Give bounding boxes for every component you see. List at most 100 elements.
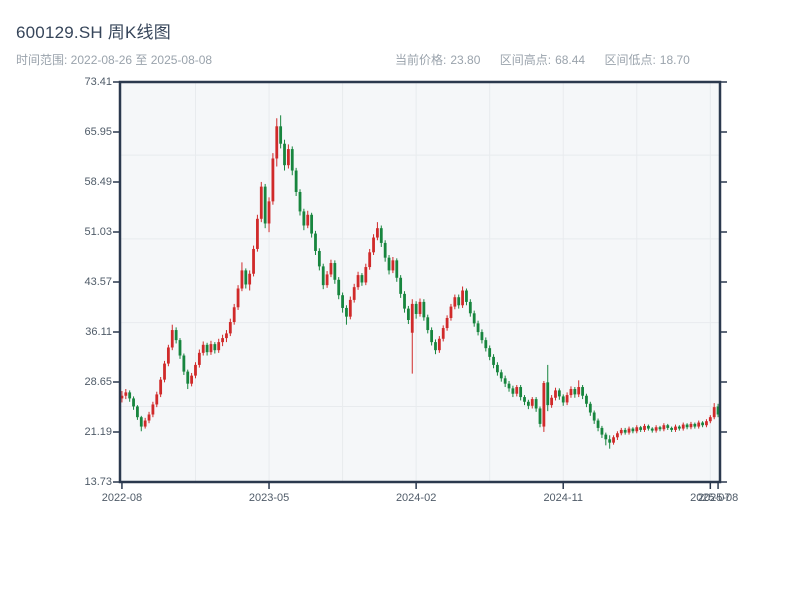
- candle: [387, 254, 391, 275]
- candle-body: [418, 301, 422, 314]
- candle: [271, 153, 275, 205]
- candle: [406, 305, 410, 325]
- candle-body: [263, 186, 267, 224]
- candle: [565, 392, 569, 406]
- candle: [194, 362, 197, 379]
- candle: [600, 425, 604, 438]
- candle-body: [523, 397, 526, 402]
- candle-body: [542, 383, 546, 427]
- candle: [441, 325, 445, 342]
- candle-body: [554, 390, 557, 398]
- candle: [434, 339, 437, 355]
- candle-body: [205, 344, 209, 353]
- candle-body: [616, 433, 619, 438]
- candle: [650, 427, 654, 433]
- candle-body: [372, 237, 375, 253]
- candle-body: [484, 340, 488, 349]
- candle: [526, 399, 530, 410]
- candle-body: [132, 398, 135, 407]
- candle-body: [399, 277, 403, 294]
- candle-body: [434, 342, 437, 351]
- candle-body: [538, 408, 542, 424]
- candle: [186, 369, 190, 390]
- candle-body: [557, 390, 561, 397]
- candle-body: [321, 266, 325, 286]
- candle: [294, 167, 298, 197]
- candle: [236, 285, 240, 310]
- candle: [666, 423, 670, 430]
- candle-body: [403, 293, 406, 309]
- candle: [681, 422, 685, 431]
- candle-body: [139, 417, 143, 427]
- candle: [221, 334, 224, 347]
- candle-body: [507, 383, 511, 389]
- candle: [283, 139, 286, 171]
- candle: [631, 427, 635, 434]
- candle: [705, 419, 708, 428]
- candle: [708, 415, 712, 424]
- candle-body: [592, 412, 596, 421]
- candle: [716, 403, 720, 418]
- candle: [523, 395, 526, 406]
- candle-body: [271, 158, 275, 202]
- candle: [399, 275, 403, 298]
- candle-body: [631, 428, 635, 432]
- candle-body: [585, 395, 588, 404]
- candle-body: [534, 399, 538, 409]
- candle-body: [550, 397, 554, 406]
- candle-body: [511, 388, 515, 394]
- candle: [511, 385, 515, 398]
- candle: [163, 360, 166, 383]
- candle-body: [310, 214, 314, 234]
- candle: [492, 354, 495, 369]
- candle: [136, 405, 139, 420]
- candle-body: [391, 260, 395, 271]
- candle: [356, 271, 360, 290]
- candle-body: [395, 260, 399, 278]
- candle: [530, 397, 534, 409]
- candle-body: [356, 275, 360, 288]
- candle-body: [701, 422, 704, 426]
- candle: [596, 418, 600, 432]
- candle-body: [476, 323, 480, 333]
- stat-range-high: 区间高点: 68.44: [499, 53, 586, 67]
- candle: [685, 423, 689, 430]
- candle-body: [612, 437, 615, 443]
- candle: [643, 423, 646, 432]
- candle: [182, 353, 186, 375]
- candle: [395, 258, 399, 282]
- candle: [635, 425, 639, 434]
- candle: [612, 435, 615, 445]
- candle-body: [422, 301, 426, 318]
- time-range-label: 时间范围: 2022-08-26 至 2025-08-08: [16, 53, 213, 67]
- candle: [712, 403, 716, 420]
- candle: [360, 273, 364, 286]
- y-axis-label: 21.19: [84, 426, 112, 438]
- candle: [449, 303, 453, 321]
- y-axis-label: 28.65: [84, 376, 112, 388]
- candle: [503, 375, 507, 388]
- x-axis-label: 2025-07: [690, 492, 731, 504]
- candle: [515, 385, 519, 397]
- candle-body: [461, 290, 464, 306]
- candle-body: [465, 290, 468, 302]
- candle: [209, 340, 213, 355]
- candle-body: [387, 257, 391, 271]
- candle: [124, 389, 128, 400]
- y-axis-label: 36.11: [85, 326, 112, 338]
- candle: [627, 426, 631, 435]
- candle: [379, 225, 383, 247]
- candle: [499, 369, 503, 382]
- candle: [585, 393, 588, 408]
- candle-body: [526, 401, 530, 406]
- candle: [159, 376, 163, 398]
- candle: [701, 421, 704, 428]
- candle: [646, 424, 650, 431]
- candle: [693, 422, 697, 429]
- candle: [496, 362, 499, 376]
- candle: [658, 425, 662, 432]
- candle-body: [646, 425, 650, 429]
- candle: [314, 230, 317, 255]
